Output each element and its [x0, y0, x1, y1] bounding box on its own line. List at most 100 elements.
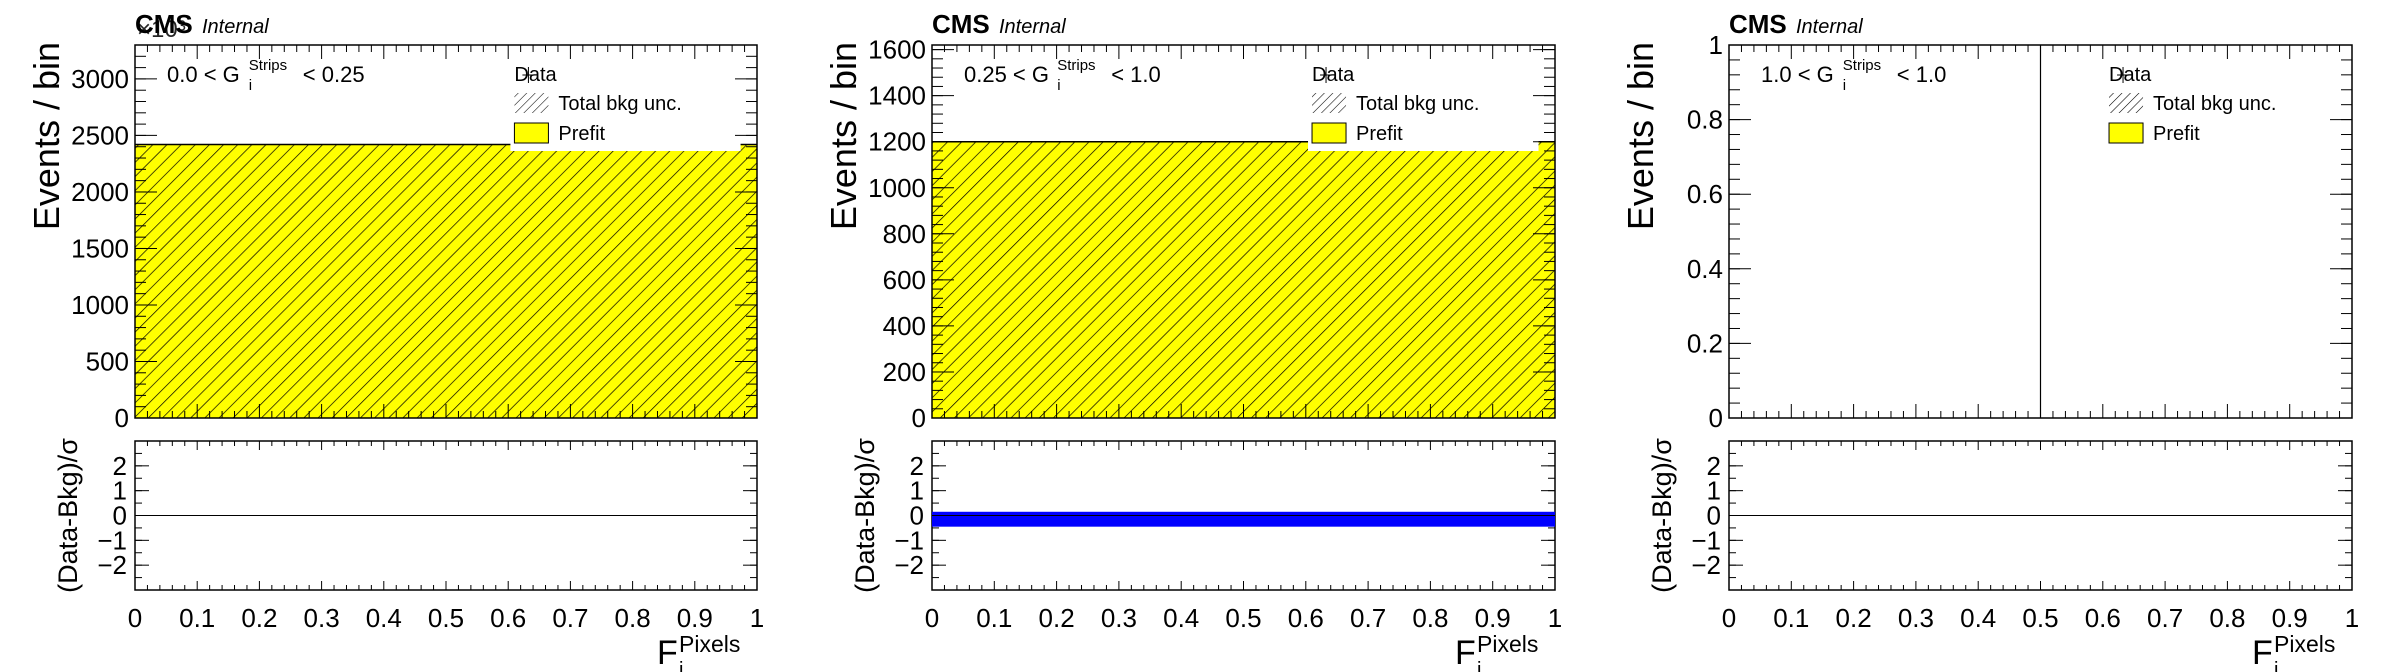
- x-tick-label: 0.8: [2209, 603, 2245, 633]
- region-prefix: 0.25 < G: [964, 62, 1049, 87]
- ratio-y-tick-label: −2: [1691, 550, 1721, 580]
- ratio-y-tick-label: 1: [1707, 476, 1721, 506]
- y-tick-label: 1: [1709, 30, 1723, 60]
- x-axis-label-base: F: [2252, 634, 2273, 672]
- x-tick-label: 0.7: [2147, 603, 2183, 633]
- x-tick-label: 1: [2345, 603, 2359, 633]
- ratio-y-tick-label: 1: [113, 476, 127, 506]
- x-tick-label: 0.6: [490, 603, 526, 633]
- ratio-y-tick-label: −1: [1691, 525, 1721, 555]
- x-tick-label: 1: [750, 603, 764, 633]
- region-sup: Strips: [1057, 57, 1095, 74]
- ratio-y-tick-label: 0: [1707, 501, 1721, 531]
- ratio-band: [932, 511, 1555, 527]
- ratio-y-tick-label: 0: [113, 501, 127, 531]
- x-tick-label: 0.2: [1836, 603, 1872, 633]
- y-tick-label: 800: [883, 219, 926, 249]
- ratio-y-axis-label: (Data-Bkg)/σ: [53, 438, 83, 593]
- ratio-y-tick-label: −1: [97, 525, 127, 555]
- x-tick-label: 0: [1722, 603, 1736, 633]
- x-tick-label: 0.4: [366, 603, 402, 633]
- exponent-label: ×10³: [137, 16, 186, 43]
- x-tick-label: 0.3: [1101, 603, 1137, 633]
- y-tick-label: 2500: [71, 120, 129, 150]
- x-tick-label: 0.9: [1475, 603, 1511, 633]
- legend-bkg-unc-swatch: [514, 93, 549, 113]
- y-tick-label: 1000: [868, 173, 926, 203]
- x-tick-label: 0.4: [1960, 603, 1996, 633]
- legend-prefit-label: Prefit: [2153, 123, 2200, 145]
- legend-prefit-swatch: [1311, 122, 1347, 144]
- x-tick-label: 0: [128, 603, 142, 633]
- legend-bkg-unc-swatch: [2109, 93, 2144, 113]
- ratio-y-tick-label: −2: [894, 550, 924, 580]
- x-tick-label: 0.6: [1288, 603, 1324, 633]
- y-tick-label: 400: [883, 311, 926, 341]
- x-axis-label-base: F: [1455, 634, 1476, 672]
- region-sub: i: [249, 77, 252, 94]
- legend-prefit-label: Prefit: [558, 123, 605, 145]
- cms-sublabel: Internal: [1796, 16, 1863, 38]
- x-tick-label: 0.6: [2085, 603, 2121, 633]
- ratio-y-tick-label: 2: [113, 451, 127, 481]
- x-axis-label-sub: i: [1477, 659, 1481, 672]
- x-tick-label: 0.5: [1225, 603, 1261, 633]
- y-tick-label: 1500: [71, 233, 129, 263]
- legend-bkg-unc-swatch: [1312, 93, 1347, 113]
- cms-label: CMS: [135, 9, 193, 39]
- y-axis-label: Events / bin: [1620, 42, 1661, 230]
- x-tick-label: 0.2: [241, 603, 277, 633]
- x-axis-label-sup: Pixels: [2274, 631, 2335, 657]
- x-axis-label-sup: Pixels: [679, 631, 740, 657]
- legend-data-label: Data: [514, 64, 557, 86]
- region-sup: Strips: [249, 57, 287, 74]
- y-tick-label: 1600: [868, 35, 926, 65]
- region-suffix: < 1.0: [1111, 62, 1161, 87]
- legend-data-label: Data: [2109, 64, 2152, 86]
- y-tick-label: 1000: [71, 290, 129, 320]
- region-sup: Strips: [1843, 57, 1881, 74]
- x-tick-label: 0.2: [1039, 603, 1075, 633]
- y-tick-label: 1200: [868, 127, 926, 157]
- y-tick-label: 500: [86, 346, 129, 376]
- legend-data-label: Data: [1312, 64, 1355, 86]
- x-tick-label: 0.4: [1163, 603, 1199, 633]
- cms-label: CMS: [932, 9, 990, 39]
- x-tick-label: 0.8: [615, 603, 651, 633]
- bkg-unc-hatch: [135, 144, 757, 418]
- x-axis-label-base: F: [657, 634, 678, 672]
- x-tick-label: 0.9: [2272, 603, 2308, 633]
- y-tick-label: 0: [1709, 403, 1723, 433]
- ratio-y-tick-label: 2: [910, 451, 924, 481]
- ratio-y-tick-label: 2: [1707, 451, 1721, 481]
- x-axis-label-sub: i: [2274, 659, 2278, 672]
- region-sub: i: [1057, 77, 1060, 94]
- region-prefix: 0.0 < G: [167, 62, 240, 87]
- x-tick-label: 0.1: [976, 603, 1012, 633]
- x-axis-label-sup: Pixels: [1477, 631, 1538, 657]
- ratio-y-axis-label: (Data-Bkg)/σ: [850, 438, 880, 593]
- y-tick-label: 0.4: [1687, 254, 1723, 284]
- x-tick-label: 0.5: [428, 603, 464, 633]
- x-tick-label: 0.3: [304, 603, 340, 633]
- y-axis-label: Events / bin: [823, 42, 864, 230]
- x-tick-label: 0.7: [1350, 603, 1386, 633]
- legend-bkg-unc-label: Total bkg unc.: [558, 93, 681, 115]
- legend-prefit-swatch: [2108, 122, 2144, 144]
- x-tick-label: 0.1: [179, 603, 215, 633]
- cms-sublabel: Internal: [202, 16, 269, 38]
- ratio-y-tick-label: 0: [910, 501, 924, 531]
- x-tick-label: 0.8: [1412, 603, 1448, 633]
- region-prefix: 1.0 < G: [1761, 62, 1834, 87]
- ratio-y-tick-label: −1: [894, 525, 924, 555]
- legend-prefit-label: Prefit: [1356, 123, 1403, 145]
- cms-sublabel: Internal: [999, 16, 1066, 38]
- y-tick-label: 0.2: [1687, 328, 1723, 358]
- ratio-y-axis-label: (Data-Bkg)/σ: [1647, 438, 1677, 593]
- x-tick-label: 0.5: [2022, 603, 2058, 633]
- bkg-unc-hatch: [932, 141, 1555, 418]
- y-tick-label: 0.6: [1687, 179, 1723, 209]
